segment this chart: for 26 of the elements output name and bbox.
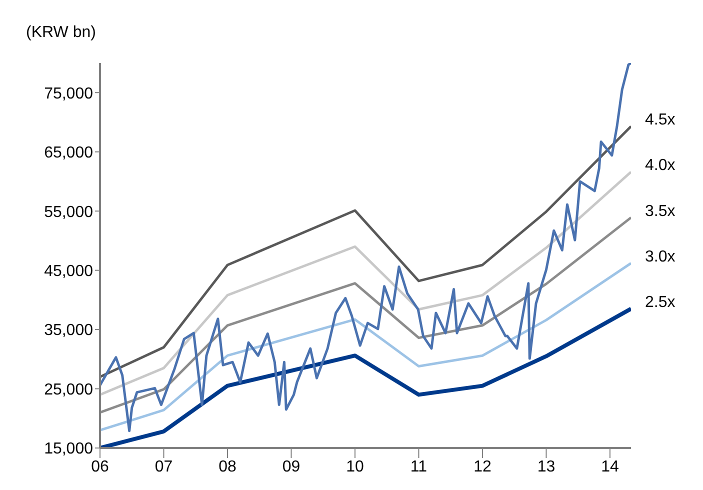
series-label: 4.0x	[645, 157, 676, 174]
series-label: 3.0x	[645, 248, 676, 266]
line-series	[100, 125, 631, 378]
y-tick-label: 65,000	[44, 144, 94, 162]
series-label: 2.5x	[645, 294, 676, 312]
y-tick-label: 75,000	[44, 85, 94, 102]
x-tick-label: 11	[410, 458, 428, 476]
x-tick-label: 06	[91, 458, 109, 476]
x-tick-label: 12	[474, 458, 492, 476]
y-tick-label: 15,000	[44, 440, 94, 458]
y-tick-label: 25,000	[44, 381, 94, 398]
x-tick-label: 14	[601, 458, 619, 476]
y-axis-title: (KRW bn)	[26, 24, 96, 42]
x-tick-label: 07	[154, 458, 173, 476]
y-tick-label: 35,000	[44, 322, 94, 340]
line-series	[100, 63, 631, 432]
x-tick-label: 13	[537, 458, 556, 476]
y-tick-label: 45,000	[44, 262, 94, 280]
x-tick-label: 10	[346, 458, 364, 476]
series-label: 4.5x	[645, 112, 676, 129]
x-tick-label: 09	[282, 458, 300, 476]
x-tick-label: 08	[218, 458, 236, 476]
y-tick-label: 55,000	[44, 204, 94, 221]
series-label: 3.5x	[645, 202, 676, 220]
line-series	[100, 170, 631, 396]
line-series	[100, 262, 631, 432]
